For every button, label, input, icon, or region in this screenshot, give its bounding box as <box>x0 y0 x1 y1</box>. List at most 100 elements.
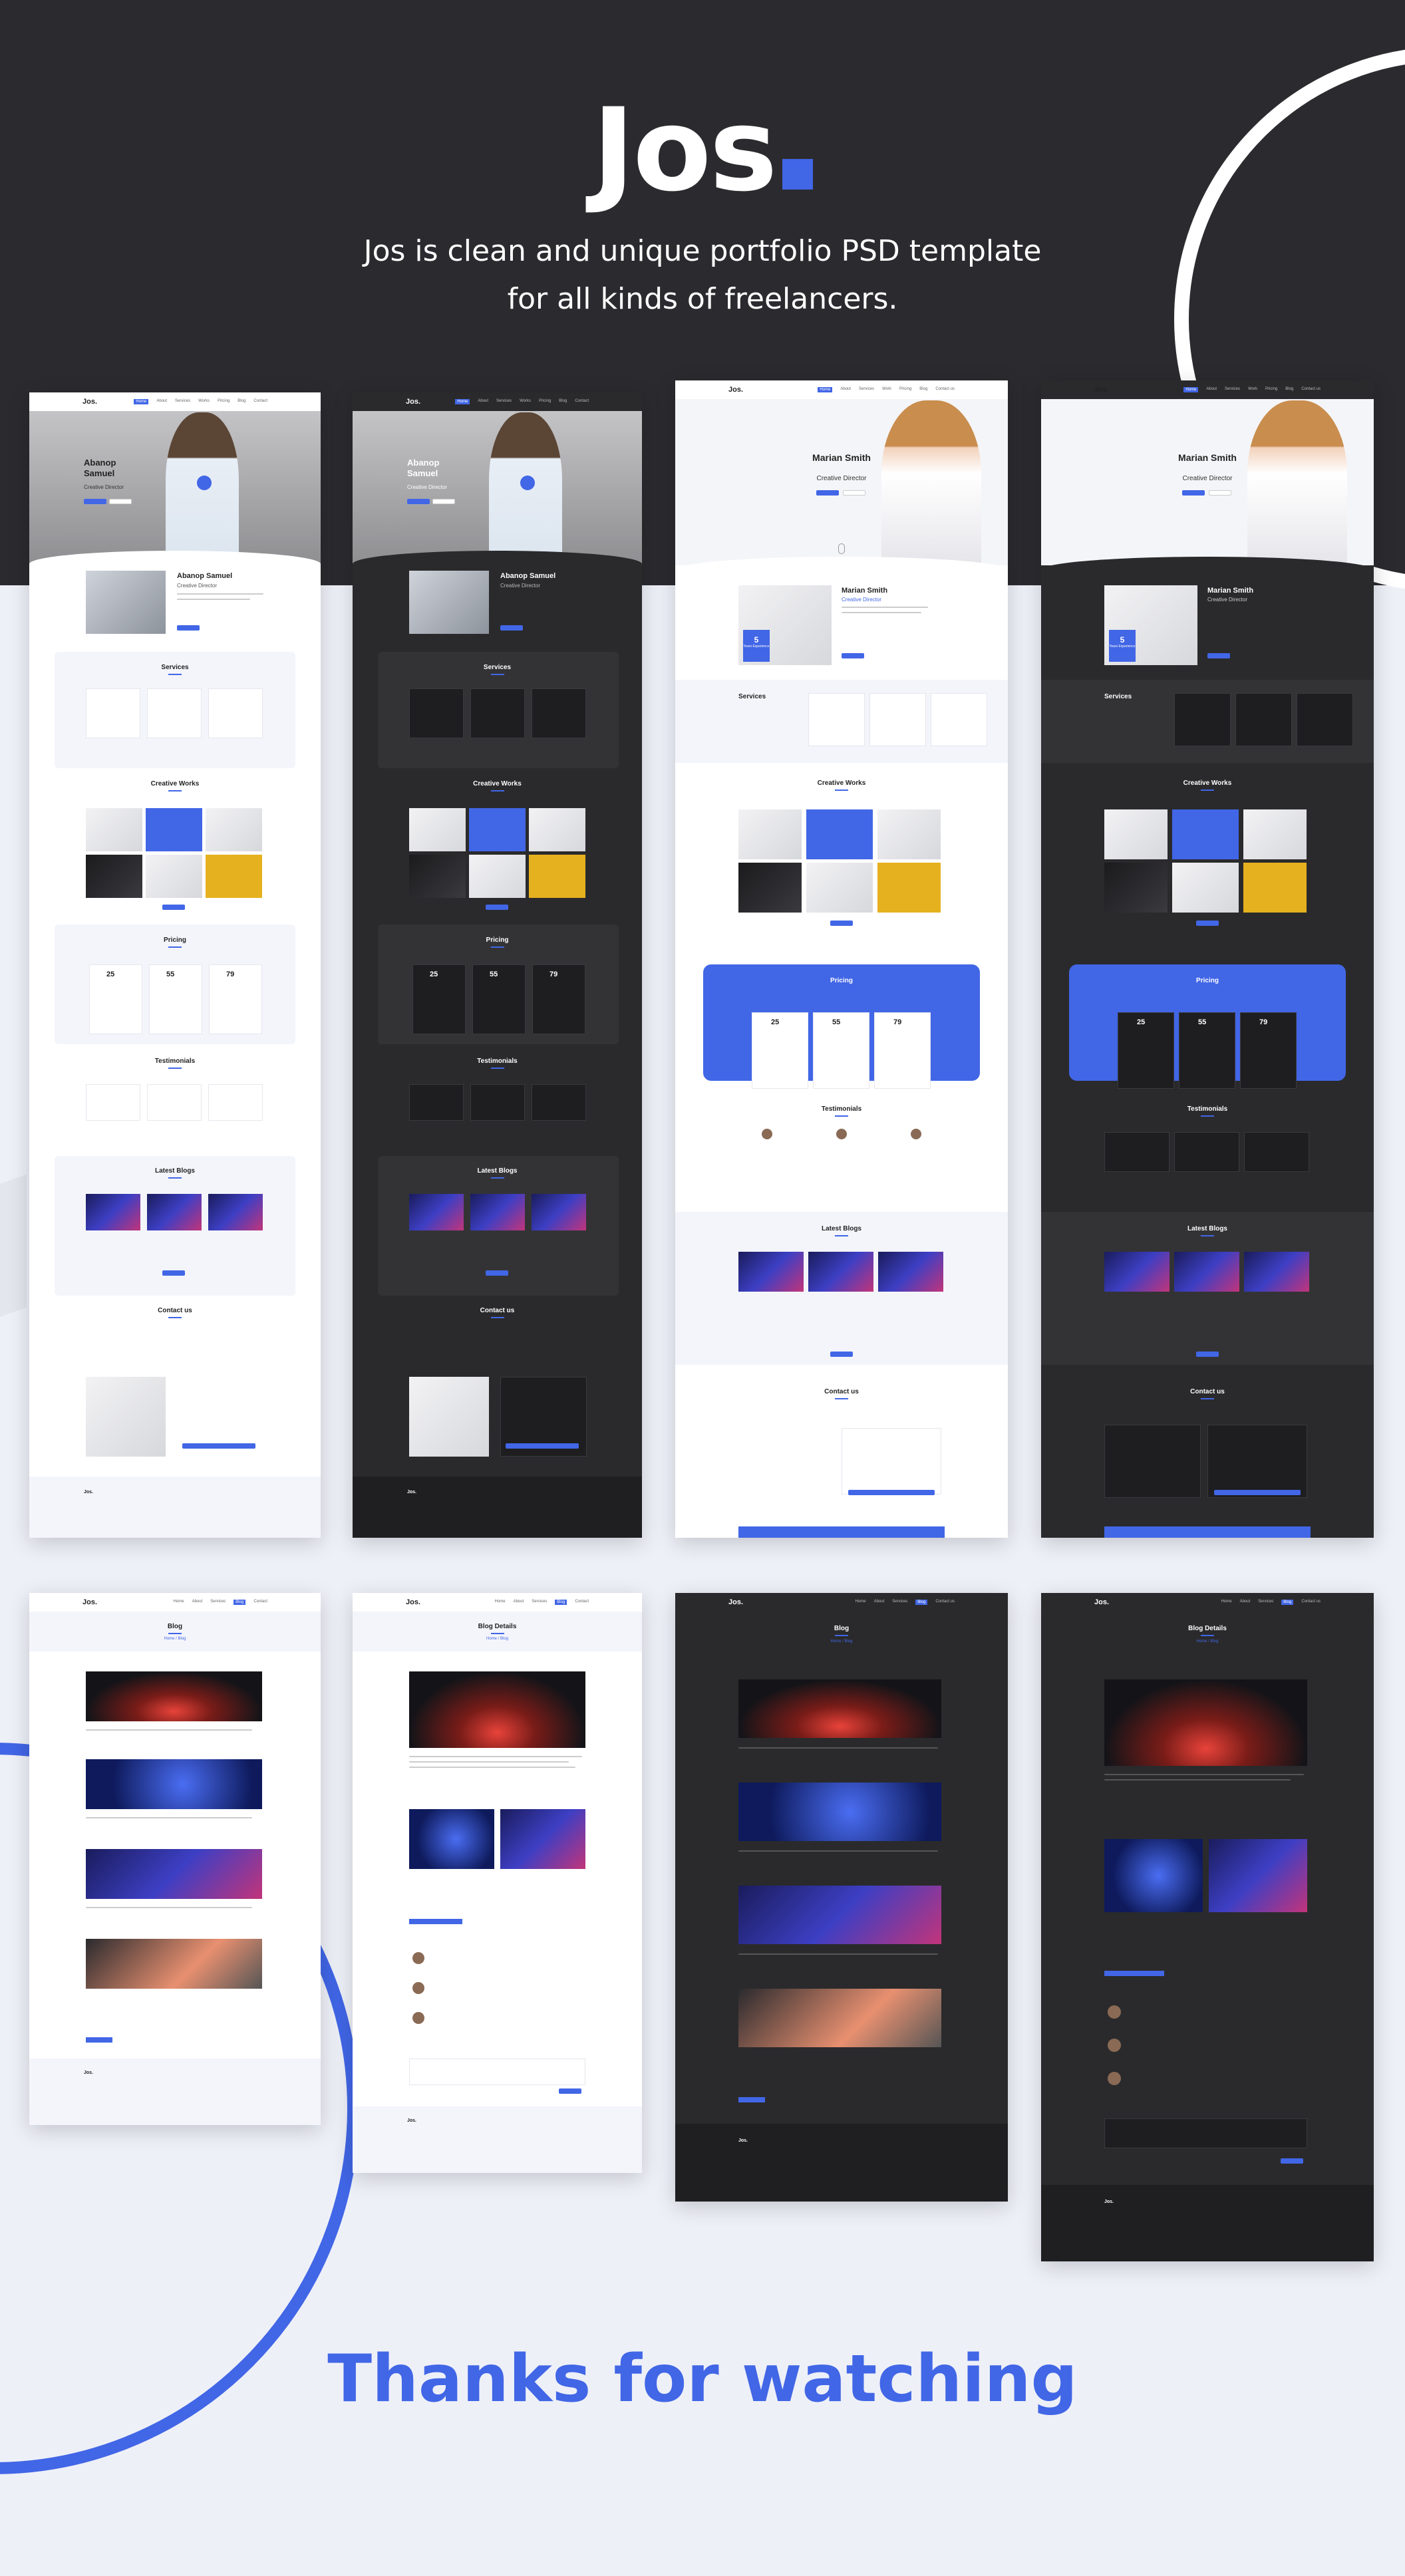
blog-thumb[interactable] <box>532 1194 586 1230</box>
nav-item-home[interactable]: Home <box>494 1600 506 1604</box>
nav-item-blog[interactable]: Blog <box>237 399 246 403</box>
cv-button[interactable] <box>1209 490 1231 496</box>
blog-thumb[interactable] <box>1174 1252 1239 1292</box>
blog-thumb[interactable] <box>208 1194 263 1230</box>
nav-item-about[interactable]: About <box>478 399 489 403</box>
send-button[interactable] <box>506 1443 579 1449</box>
comment-form[interactable] <box>409 2059 585 2085</box>
nav-item-work[interactable]: Work <box>882 387 891 391</box>
nav-logo[interactable]: Jos. <box>728 1598 744 1606</box>
hire-button[interactable] <box>816 490 839 496</box>
tags[interactable] <box>409 1919 462 1924</box>
nav-item-services[interactable]: Services <box>496 399 512 403</box>
post-image[interactable] <box>86 1759 262 1809</box>
nav-item-services[interactable]: Services <box>1258 1600 1274 1604</box>
breadcrumb[interactable]: Home / Blog <box>486 1637 508 1641</box>
blog-thumb[interactable] <box>738 1252 804 1292</box>
all-blogs-button[interactable] <box>162 1270 185 1276</box>
about-button[interactable] <box>500 625 523 631</box>
breadcrumb[interactable]: Home / Blog <box>1196 1640 1219 1644</box>
nav-item-services[interactable]: Services <box>892 1600 908 1604</box>
nav-item-blog[interactable]: Blog <box>555 1600 567 1605</box>
nav-item-blog[interactable]: Blog <box>234 1600 246 1605</box>
nav-item-home[interactable]: Home <box>855 1600 866 1604</box>
view-more-button[interactable] <box>1196 921 1219 926</box>
blog-thumb[interactable] <box>470 1194 525 1230</box>
nav-item-services[interactable]: Services <box>175 399 191 403</box>
nav-item-about[interactable]: About <box>156 399 168 403</box>
tags[interactable] <box>1104 1971 1164 1976</box>
hire-button[interactable] <box>1182 490 1205 496</box>
nav-item-about[interactable]: About <box>873 1600 885 1604</box>
send-button[interactable] <box>848 1490 935 1495</box>
blog-thumb[interactable] <box>808 1252 873 1292</box>
nav-item-blog[interactable]: Blog <box>919 387 928 391</box>
blog-thumb[interactable] <box>409 1194 464 1230</box>
about-button[interactable] <box>177 625 200 631</box>
nav-logo[interactable]: Jos. <box>406 1598 421 1606</box>
blog-thumb[interactable] <box>147 1194 202 1230</box>
nav-item-contact[interactable]: Contact us <box>1301 1600 1321 1604</box>
nav-item-home[interactable]: Home <box>455 399 470 404</box>
post-image[interactable] <box>738 1679 941 1738</box>
pagination[interactable] <box>86 2037 112 2043</box>
nav-item-work[interactable]: Work <box>1248 387 1257 391</box>
view-more-button[interactable] <box>830 921 853 926</box>
nav-item-contact[interactable]: Contact <box>253 399 267 403</box>
nav-item-pricing[interactable]: Pricing <box>1265 387 1278 391</box>
breadcrumb[interactable]: Home / Blog <box>830 1640 853 1644</box>
nav-item-pricing[interactable]: Pricing <box>899 387 912 391</box>
nav-item-works[interactable]: Works <box>198 399 210 403</box>
nav-item-services[interactable]: Services <box>532 1600 547 1604</box>
blog-thumb[interactable] <box>86 1194 140 1230</box>
cv-button[interactable] <box>109 499 132 504</box>
nav-item-home[interactable]: Home <box>173 1600 184 1604</box>
post-image[interactable] <box>738 1783 941 1841</box>
nav-item-pricing[interactable]: Pricing <box>217 399 230 403</box>
nav-item-about[interactable]: About <box>840 387 852 391</box>
nav-item-about[interactable]: About <box>513 1600 524 1604</box>
blog-thumb[interactable] <box>1104 1252 1170 1292</box>
nav-item-services[interactable]: Services <box>859 387 875 391</box>
nav-logo[interactable]: Jos. <box>82 398 98 406</box>
nav-item-home[interactable]: Home <box>818 387 833 392</box>
post-image[interactable] <box>738 1886 941 1944</box>
nav-item-contact[interactable]: Contact <box>575 399 589 403</box>
nav-item-home[interactable]: Home <box>1221 1600 1232 1604</box>
nav-item-pricing[interactable]: Pricing <box>538 399 551 403</box>
comment-form[interactable] <box>1104 2118 1307 2148</box>
nav-logo[interactable]: Jos. <box>1094 386 1110 394</box>
about-button[interactable] <box>1207 653 1230 658</box>
all-blogs-button[interactable] <box>486 1270 508 1276</box>
nav-item-contact[interactable]: Contact us <box>1301 387 1321 391</box>
nav-item-about[interactable]: About <box>192 1600 203 1604</box>
nav-logo[interactable]: Jos. <box>82 1598 98 1606</box>
nav-item-blog[interactable]: Blog <box>1285 387 1294 391</box>
play-icon[interactable] <box>197 476 212 490</box>
nav-item-services[interactable]: Services <box>210 1600 226 1604</box>
hire-button[interactable] <box>84 499 106 504</box>
nav-item-contact[interactable]: Contact us <box>935 387 955 391</box>
post-image[interactable] <box>86 1849 262 1899</box>
all-blogs-button[interactable] <box>830 1352 853 1357</box>
submit-button[interactable] <box>1281 2158 1303 2164</box>
cv-button[interactable] <box>843 490 865 496</box>
nav-item-blog[interactable]: Blog <box>559 399 567 403</box>
cv-button[interactable] <box>432 499 455 504</box>
nav-item-blog[interactable]: Blog <box>1281 1600 1294 1605</box>
nav-item-about[interactable]: About <box>1206 387 1217 391</box>
send-button[interactable] <box>182 1443 255 1449</box>
view-more-button[interactable] <box>162 905 185 910</box>
submit-button[interactable] <box>559 2088 581 2094</box>
post-image[interactable] <box>86 1939 262 1989</box>
all-blogs-button[interactable] <box>1196 1352 1219 1357</box>
nav-item-services[interactable]: Services <box>1225 387 1241 391</box>
hire-button[interactable] <box>407 499 430 504</box>
about-button[interactable] <box>842 653 864 658</box>
breadcrumb[interactable]: Home / Blog <box>164 1637 186 1641</box>
nav-item-contact[interactable]: Contact us <box>935 1600 955 1604</box>
post-image[interactable] <box>86 1671 262 1721</box>
nav-item-contact[interactable]: Contact <box>253 1600 267 1604</box>
nav-logo[interactable]: Jos. <box>406 398 421 406</box>
nav-item-about[interactable]: About <box>1239 1600 1251 1604</box>
